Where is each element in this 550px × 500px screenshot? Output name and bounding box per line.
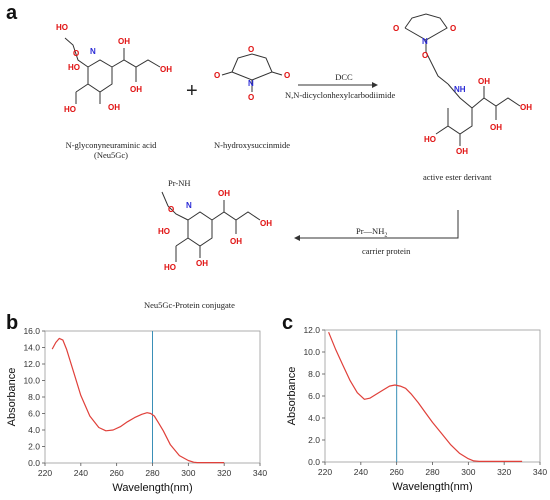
atom-o: O [422, 51, 428, 60]
y-tick-label: 12.0 [23, 359, 40, 369]
atom-oh: OH [160, 65, 172, 74]
reagent2-name: carrier protein [362, 246, 411, 256]
atom-n: N [248, 79, 254, 88]
atom-o: O [393, 24, 399, 33]
x-tick-label: 280 [145, 468, 159, 478]
x-tick-label: 340 [253, 468, 267, 478]
nhs-structure [221, 53, 283, 92]
x-tick-label: 300 [181, 468, 195, 478]
x-tick-label: 320 [217, 468, 231, 478]
y-tick-label: 4.0 [308, 413, 320, 423]
panel-label-b: b [6, 312, 19, 334]
reagent2-label: Pr—NH2 [356, 226, 387, 239]
atom-oh: OH [456, 147, 468, 156]
x-tick-label: 340 [533, 467, 547, 477]
absorbance-series-line [51, 337, 225, 464]
compound1-name: N-glyconyneuraminic acid (Neu5Gc) [46, 140, 176, 160]
atom-ho: HO [56, 23, 68, 32]
reagent2-subscript: 2 [384, 232, 388, 239]
y-tick-label: 2.0 [28, 442, 40, 452]
neu5gc-structure [64, 37, 161, 104]
y-tick-label: 6.0 [28, 409, 40, 419]
chart-c: 0.0 2.0 4.0 6.0 8.0 10.0 12.0 220 240 260 280 300 32… [286, 325, 547, 492]
y-tick-label: 0.0 [308, 457, 320, 467]
y-tick-label: 10.0 [23, 376, 40, 386]
atom-n: N [422, 37, 428, 46]
reagent-dcc: DCC [335, 72, 353, 82]
atom-o: O [248, 45, 254, 54]
x-tick-label: 280 [425, 467, 439, 477]
y-axis-label: Absorbance [6, 368, 18, 427]
atom-oh: OH [108, 103, 120, 112]
reaction-scheme: HO O N HO OH OH OH HO OH O O N O O O N O… [56, 13, 532, 272]
y-tick-label: 16.0 [23, 326, 40, 336]
x-tick-label: 220 [38, 468, 52, 478]
atom-oh: OH [130, 85, 142, 94]
atom-ho: HO [158, 227, 170, 236]
x-tick-label: 240 [74, 468, 88, 478]
y-axis-label: Absorbance [286, 367, 298, 426]
x-tick-label: 320 [497, 467, 511, 477]
reagent2-formula: Pr—NH [356, 226, 385, 236]
product2-name: Neu5Gc-Protein conjugate [144, 300, 235, 310]
active-ester-structure [404, 13, 521, 146]
y-tick-label: 6.0 [308, 391, 320, 401]
atom-nh: NH [454, 85, 466, 94]
absorbance-series-line [328, 331, 523, 462]
y-tick-label: 10.0 [303, 347, 320, 357]
panel-label-a: a [6, 2, 18, 24]
x-axis-label: Wavelength(nm) [112, 482, 192, 494]
atom-oh: OH [118, 37, 130, 46]
x-tick-label: 240 [354, 467, 368, 477]
atom-o: O [248, 93, 254, 102]
compound2-name: N-hydroxysuccinmide [214, 140, 291, 150]
atom-n: N [90, 47, 96, 56]
reagent-dcc-name: N,N-dicyclonhexylcarbodiimide [285, 90, 396, 100]
plus-sign: + [186, 80, 198, 102]
pr-nh-label: Pr-NH [168, 178, 191, 188]
compound1-name-line2: (Neu5Gc) [94, 150, 128, 160]
atom-n: N [186, 201, 192, 210]
x-tick-label: 260 [110, 468, 124, 478]
atom-oh: OH [478, 77, 490, 86]
atom-ho: HO [424, 135, 436, 144]
y-tick-label: 0.0 [28, 458, 40, 468]
atom-o: O [168, 205, 174, 214]
x-tick-label: 220 [318, 467, 332, 477]
atom-o: O [73, 49, 79, 58]
atom-oh: OH [490, 123, 502, 132]
atom-oh: OH [230, 237, 242, 246]
y-tick-label: 4.0 [28, 425, 40, 435]
compound1-name-line1: N-glyconyneuraminic acid [65, 140, 157, 150]
atom-ho: HO [164, 263, 176, 272]
conjugate-structure [161, 191, 261, 262]
atom-ho: HO [64, 105, 76, 114]
y-tick-label: 8.0 [28, 392, 40, 402]
x-tick-label: 300 [461, 467, 475, 477]
plot-area [324, 329, 541, 463]
product1-name: active ester derivant [423, 172, 492, 182]
x-tick-label: 260 [390, 467, 404, 477]
chart-b: 0.0 2.0 4.0 6.0 8.0 10.0 12.0 14.0 16.0 220 240 260… [6, 326, 267, 494]
atom-o: O [214, 71, 220, 80]
x-axis-label: Wavelength(nm) [392, 481, 472, 492]
y-tick-label: 14.0 [23, 343, 40, 353]
atom-o: O [450, 24, 456, 33]
atom-oh: OH [260, 219, 272, 228]
y-tick-label: 8.0 [308, 369, 320, 379]
atom-oh: OH [520, 103, 532, 112]
atom-oh: OH [218, 189, 230, 198]
atom-o: O [284, 71, 290, 80]
panel-label-c: c [282, 312, 294, 334]
atom-oh: OH [196, 259, 208, 268]
y-tick-label: 2.0 [308, 435, 320, 445]
atom-ho: HO [68, 63, 80, 72]
y-tick-label: 12.0 [303, 325, 320, 335]
